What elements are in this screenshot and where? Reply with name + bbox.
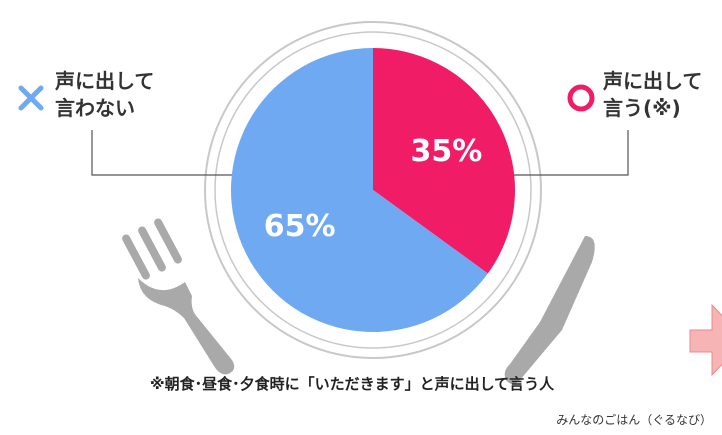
leader-line xyxy=(496,130,629,176)
pie-slice xyxy=(230,48,488,332)
legend-icon-cross xyxy=(18,85,44,111)
knife xyxy=(504,236,595,384)
source: みんなのごはん（ぐるなび） xyxy=(556,413,712,427)
legend-label: 声に出して 言わない xyxy=(55,69,155,120)
pie-slice xyxy=(373,48,515,274)
fork xyxy=(122,218,235,375)
legend-label: 声に出して 言う(※) xyxy=(603,69,703,120)
legend-icon-circle xyxy=(567,84,595,112)
value-label: 35% xyxy=(410,134,482,169)
arrow xyxy=(689,303,722,377)
footnote: ※朝食･昼食･夕食時に「いただきます」と声に出して言う人 xyxy=(150,375,555,393)
value-label: 65% xyxy=(264,209,336,244)
leader-line xyxy=(91,130,236,176)
